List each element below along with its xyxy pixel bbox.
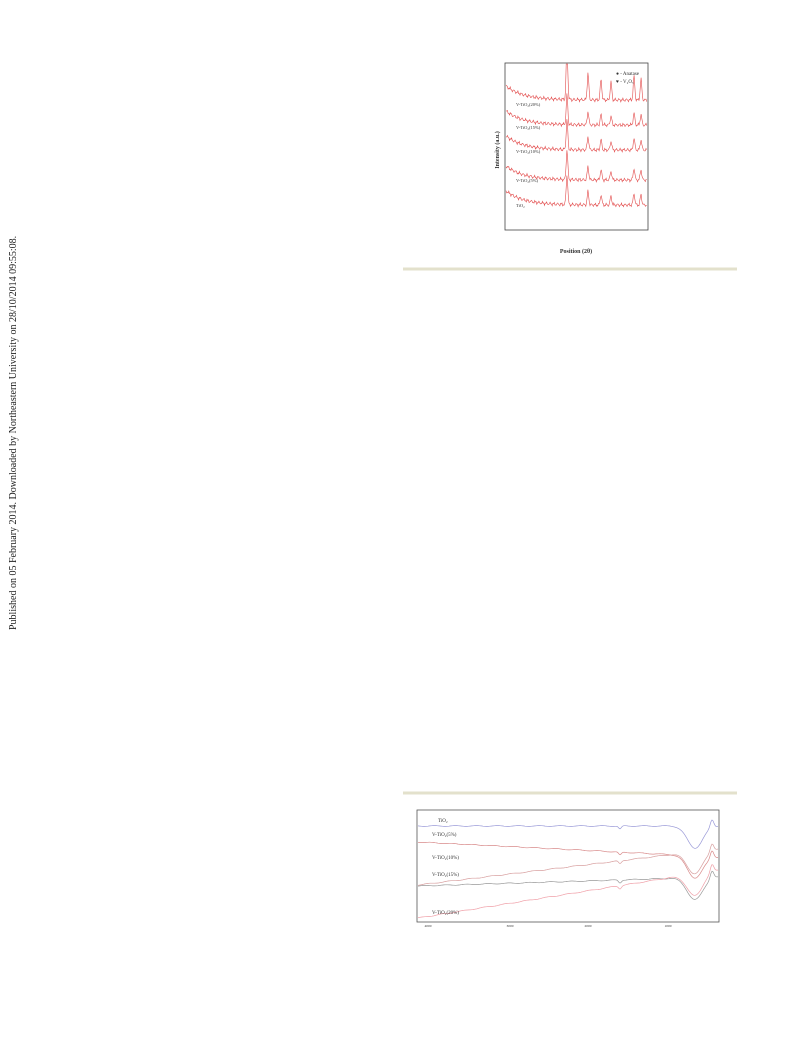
trace-label: TiO₂: [516, 203, 525, 208]
x-axis-label: Position (2θ): [560, 248, 592, 255]
sidebar-note: Published on 05 February 2014. Downloade…: [8, 236, 19, 630]
trace-label: V-TiO₂(20%): [516, 102, 541, 107]
trace: [505, 175, 647, 208]
trace: [417, 819, 719, 849]
ftir-frame: [416, 809, 720, 923]
trace-label: V-TiO₂(5%): [432, 833, 457, 838]
trace-label: V-TiO₂(10%): [432, 856, 459, 861]
trace-label: V-TiO₂(20%): [432, 911, 459, 916]
x-tick-label: 3000: [507, 924, 514, 928]
trace-label: TiO₂: [438, 819, 448, 824]
trace: [506, 119, 647, 153]
trace: [417, 843, 719, 886]
trace-label: V-TiO₂(15%): [432, 873, 459, 878]
trace-label: V-TiO₂(5%): [516, 178, 538, 183]
trace-label: V-TiO₂(15%): [516, 125, 541, 130]
trace-label: V-TiO₂(10%): [516, 149, 541, 154]
x-tick-label: 4000: [425, 924, 432, 928]
x-tick-label: 1000: [665, 924, 672, 928]
x-tick-label: 2000: [585, 924, 592, 928]
trace: [505, 63, 647, 103]
xrd-frame: [504, 62, 649, 231]
xrd-legend-entry: ♥ - V₂O₅: [616, 80, 634, 85]
trace: [505, 150, 647, 183]
xrd-plot: [505, 63, 647, 208]
trace: [417, 864, 718, 919]
trace: [417, 870, 719, 900]
trace: [505, 93, 647, 128]
xrd-legend-entry: ● - Anatase: [616, 72, 640, 77]
ftir-plot: [417, 819, 719, 919]
y-axis-label: Intensity (a.u.): [494, 131, 501, 169]
trace: [417, 841, 719, 879]
